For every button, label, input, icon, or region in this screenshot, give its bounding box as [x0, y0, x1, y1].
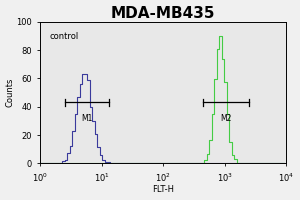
Text: M2: M2 [221, 114, 232, 123]
Text: control: control [50, 32, 79, 41]
Text: M1: M1 [81, 114, 92, 123]
Y-axis label: Counts: Counts [6, 78, 15, 107]
Title: MDA-MB435: MDA-MB435 [111, 6, 215, 21]
X-axis label: FLT-H: FLT-H [152, 185, 174, 194]
